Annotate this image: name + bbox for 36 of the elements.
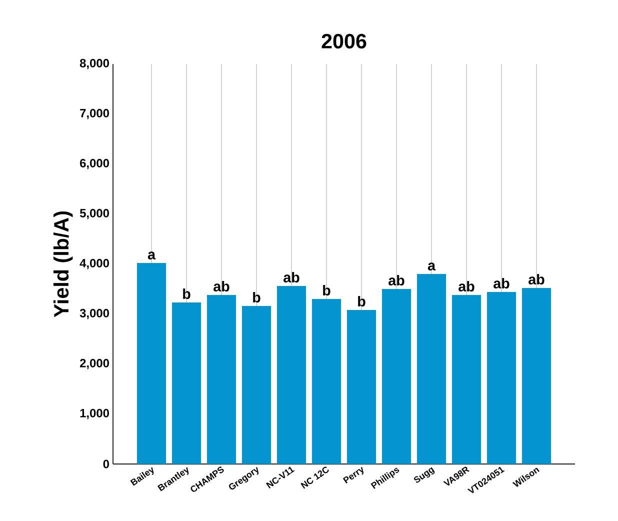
bar — [522, 288, 552, 464]
data-label: ab — [214, 280, 230, 292]
bar — [136, 263, 166, 464]
y-tick-label: 1,000 — [80, 408, 109, 420]
y-tick-label: 2,000 — [80, 358, 109, 370]
y-tick-label: 3,000 — [80, 308, 109, 320]
y-tick-label: 0 — [103, 460, 109, 468]
chart-title: 2006 — [322, 34, 366, 49]
data-label: b — [253, 292, 260, 302]
data-label: b — [323, 284, 330, 296]
bar — [172, 302, 202, 464]
data-label: b — [183, 288, 190, 299]
bar — [312, 299, 342, 464]
y-tick-label: 7,000 — [80, 108, 109, 120]
data-label: ab — [458, 280, 474, 292]
data-label: a — [428, 262, 436, 270]
bar — [276, 286, 306, 464]
data-label: ab — [284, 272, 300, 282]
bar — [242, 306, 272, 464]
data-label: b — [358, 296, 366, 306]
bar — [452, 295, 482, 464]
bar — [382, 289, 412, 464]
data-label: ab — [528, 274, 544, 284]
y-tick-label: 4,000 — [80, 258, 109, 270]
bar — [206, 295, 236, 464]
data-label: a — [148, 252, 156, 260]
y-tick-label: 5,000 — [80, 208, 109, 220]
x-tick-label: NC 12C — [300, 466, 329, 489]
bar — [416, 274, 446, 464]
bar — [486, 292, 516, 464]
y-tick-label: 8,000 — [80, 58, 109, 70]
y-tick-label: 6,000 — [80, 158, 109, 170]
y-axis-title: Yield (lb/A) — [53, 211, 73, 318]
data-label: ab — [494, 278, 510, 288]
bar — [346, 310, 376, 464]
data-label: ab — [388, 274, 404, 286]
